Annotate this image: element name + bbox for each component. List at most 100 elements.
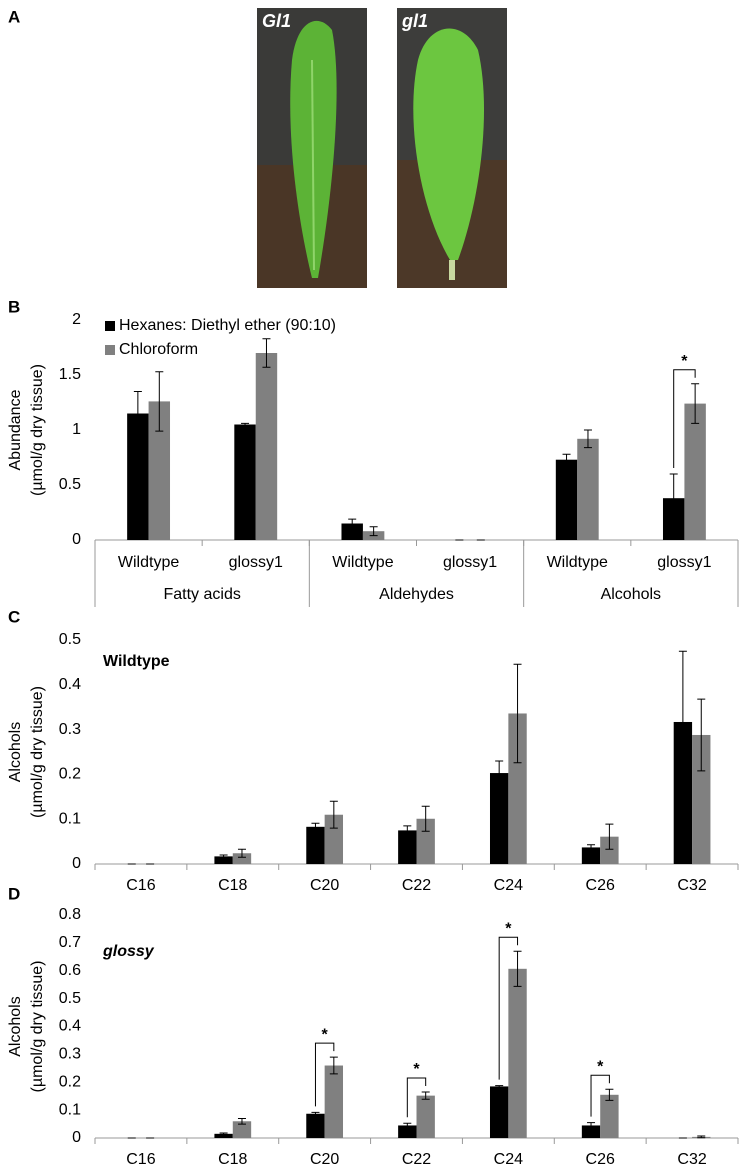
significance-label: * <box>505 920 512 937</box>
y-tick-label: 0.4 <box>59 1018 81 1035</box>
error-bar <box>421 1091 430 1100</box>
bar <box>214 856 233 864</box>
x-tick-label: C32 <box>677 877 706 894</box>
error-bar <box>513 663 522 764</box>
x-tick-label: glossy1 <box>443 554 497 571</box>
y-axis-label: (µmol/g dry tissue) <box>29 961 46 1093</box>
x-tick-label: C16 <box>126 1151 155 1168</box>
significance-label: * <box>597 1058 604 1075</box>
bar <box>324 1065 344 1138</box>
error-bar <box>513 950 522 987</box>
x-tick-label: C20 <box>310 877 339 894</box>
error-bar <box>605 823 614 850</box>
error-bar <box>262 338 271 368</box>
significance-bracket <box>673 369 696 468</box>
y-tick-label: 0.5 <box>59 990 81 1007</box>
panel-title: glossy <box>102 943 155 960</box>
error-bar <box>697 1135 706 1139</box>
y-axis-label: Abundance <box>7 389 24 470</box>
bar <box>489 773 509 864</box>
significance-bracket <box>406 1077 427 1118</box>
error-bar <box>237 848 246 858</box>
error-bar <box>133 391 142 436</box>
error-bar <box>311 1111 320 1116</box>
bar <box>232 1121 252 1138</box>
error-bar <box>587 844 596 851</box>
bar <box>555 459 578 540</box>
x-tick-label: glossy1 <box>229 554 283 571</box>
bar <box>306 1113 325 1138</box>
significance-bracket <box>498 936 519 1080</box>
panel-letter: C <box>8 607 20 626</box>
y-tick-label: 0.8 <box>59 906 81 923</box>
y-axis-label: (µmol/g dry tissue) <box>29 686 46 818</box>
error-bar <box>691 383 700 424</box>
significance-bracket <box>314 1042 335 1107</box>
bar <box>341 523 363 540</box>
legend-swatch <box>105 345 115 355</box>
bar <box>581 847 601 864</box>
x-tick-label: C22 <box>402 1151 431 1168</box>
bar <box>324 814 344 864</box>
x-tick-label: C22 <box>402 877 431 894</box>
y-tick-label: 0.3 <box>59 1046 81 1063</box>
x-tick-label: C18 <box>218 877 247 894</box>
panel-title: Wildtype <box>103 653 170 670</box>
bar <box>398 830 417 864</box>
x-tick-label: Wildtype <box>332 554 393 571</box>
error-bar <box>678 650 687 794</box>
error-bar <box>219 1132 228 1136</box>
y-tick-label: 0.5 <box>59 631 81 648</box>
x-tick-label: C16 <box>126 877 155 894</box>
error-bar <box>348 518 357 529</box>
y-tick-label: 0.4 <box>59 676 81 693</box>
error-bar <box>669 473 678 523</box>
y-tick-label: 1.5 <box>59 366 81 383</box>
bar <box>581 1125 601 1138</box>
error-bar <box>583 429 592 449</box>
error-bar <box>403 1122 412 1129</box>
error-bar <box>495 1085 504 1088</box>
panel-letter: D <box>8 884 20 903</box>
y-tick-label: 0 <box>72 1129 81 1146</box>
panel-letter: A <box>8 7 20 26</box>
significance-bracket <box>590 1074 610 1117</box>
photo-label: Gl1 <box>262 11 291 31</box>
significance-label: * <box>413 1061 420 1078</box>
x-tick-label: glossy1 <box>657 554 711 571</box>
x-tick-label: C18 <box>218 1151 247 1168</box>
x-tick-label: C26 <box>586 877 615 894</box>
bar <box>508 713 527 864</box>
x-tick-label: C24 <box>494 877 523 894</box>
bar <box>127 413 149 540</box>
group-label: Fatty acids <box>163 586 240 603</box>
bar <box>577 438 599 540</box>
bar <box>214 1133 233 1138</box>
y-axis-label: Alcohols <box>7 996 24 1056</box>
bar <box>692 734 711 864</box>
y-tick-label: 0 <box>72 531 81 548</box>
bar <box>234 424 256 540</box>
y-tick-label: 0.1 <box>59 1101 81 1118</box>
bar <box>398 1125 417 1138</box>
error-bar <box>421 805 430 832</box>
x-tick-label: C24 <box>494 1151 523 1168</box>
legend-label: Hexanes: Diethyl ether (90:10) <box>119 317 336 334</box>
significance-label: * <box>322 1026 329 1043</box>
error-bar <box>587 1122 596 1129</box>
error-bar <box>562 453 571 466</box>
legend-label: Chloroform <box>119 341 198 358</box>
error-bar <box>329 800 338 829</box>
y-tick-label: 0.7 <box>59 934 81 951</box>
bar <box>255 353 278 540</box>
error-bar <box>369 526 378 537</box>
error-bar <box>241 422 250 427</box>
y-tick-label: 2 <box>72 311 81 328</box>
error-bar <box>155 371 164 432</box>
x-tick-label: C32 <box>677 1151 706 1168</box>
error-bar <box>697 698 706 772</box>
y-tick-label: 1 <box>72 421 81 438</box>
bar <box>232 853 252 864</box>
photo <box>397 8 507 288</box>
